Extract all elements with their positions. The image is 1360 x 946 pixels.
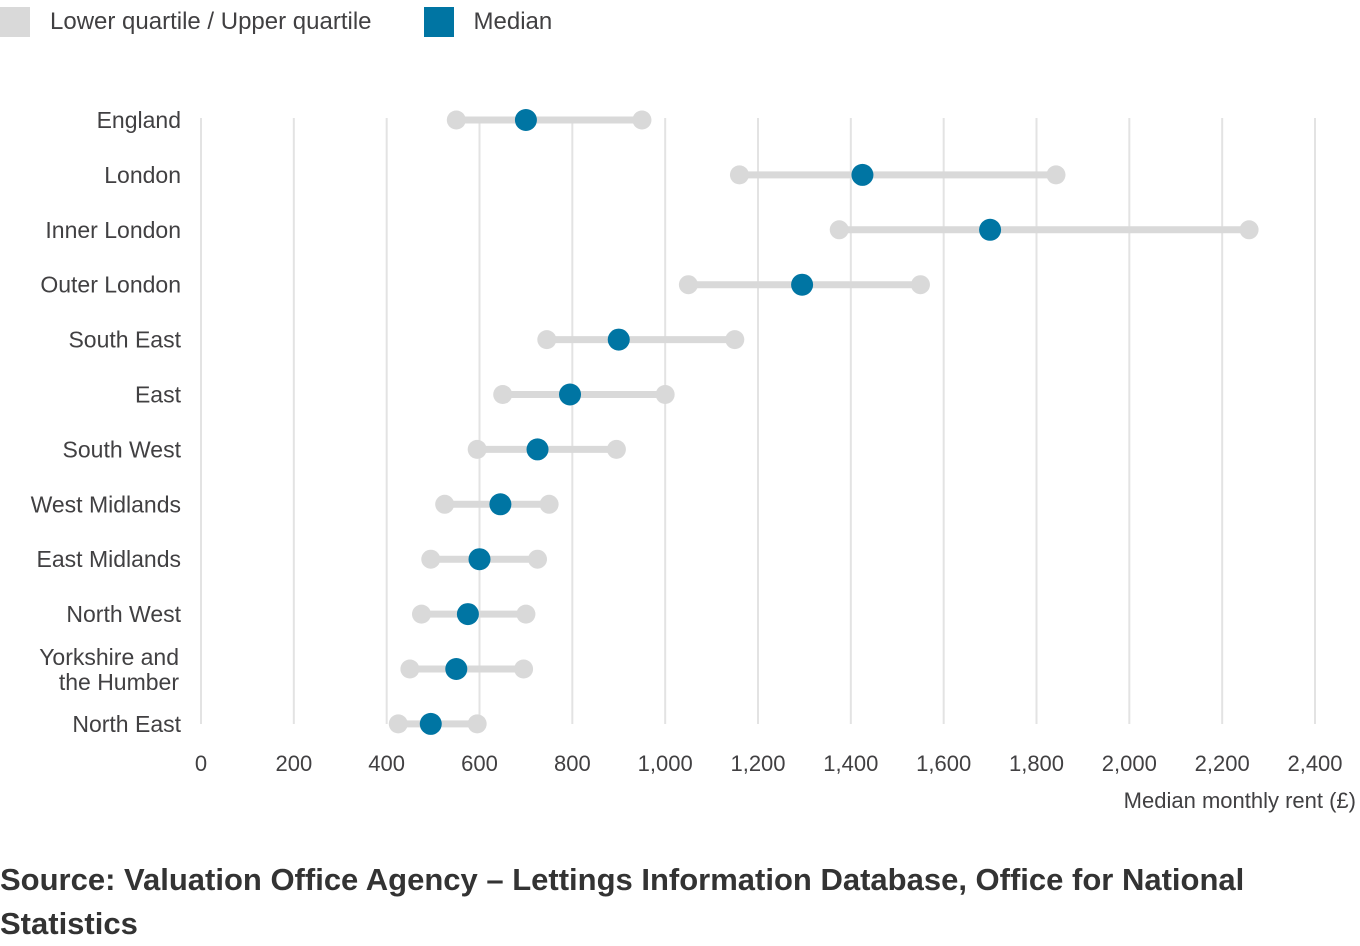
median-point (851, 163, 874, 186)
median-point (791, 273, 814, 296)
median-point (456, 603, 479, 626)
lower-quartile-point (446, 110, 466, 130)
category-label: West Midlands (31, 491, 181, 517)
category-label: South East (68, 327, 181, 353)
upper-quartile-point (528, 549, 548, 569)
median-point (526, 438, 549, 461)
x-tick-label: 800 (554, 751, 591, 776)
x-tick-label: 1,800 (1009, 751, 1064, 776)
upper-quartile-point (467, 714, 487, 734)
x-tick-label: 600 (461, 751, 498, 776)
lower-quartile-point (493, 385, 513, 404)
upper-quartile-point (514, 659, 534, 679)
quartile-swatch-icon (0, 7, 30, 37)
category-label-line: the Humber (59, 669, 180, 695)
upper-quartile-point (539, 494, 559, 514)
category-label: Outer London (40, 272, 181, 298)
lower-quartile-point (435, 494, 455, 514)
median-point (419, 712, 442, 735)
median-point (514, 109, 537, 131)
category-label: North East (72, 711, 181, 737)
x-tick-label: 2,400 (1287, 751, 1342, 776)
category-label: East Midlands (37, 546, 181, 572)
upper-quartile-point (1239, 220, 1259, 240)
upper-quartile-point (632, 110, 652, 130)
lower-quartile-point (421, 549, 441, 569)
x-axis-title: Median monthly rent (£) (1123, 788, 1356, 813)
median-point (468, 548, 491, 571)
lower-quartile-point (388, 714, 408, 734)
upper-quartile-point (1046, 165, 1066, 185)
lower-quartile-point (467, 439, 487, 459)
x-tick-label: 200 (275, 751, 312, 776)
category-label: England (97, 107, 181, 133)
x-tick-label: 1,400 (823, 751, 878, 776)
category-label-line: Yorkshire and (39, 644, 179, 670)
upper-quartile-point (606, 439, 626, 459)
legend-label-median: Median (473, 8, 553, 35)
upper-quartile-point (910, 275, 930, 295)
median-point (979, 218, 1002, 241)
lower-quartile-point (537, 330, 557, 350)
lower-quartile-point (400, 659, 420, 679)
legend-label-quartile: Lower quartile / Upper quartile (50, 8, 372, 35)
lower-quartile-point (678, 275, 698, 295)
x-tick-label: 2,000 (1102, 751, 1157, 776)
median-swatch-icon (423, 7, 454, 37)
upper-quartile-point (655, 385, 675, 404)
x-tick-label: 1,600 (916, 751, 971, 776)
upper-quartile-point (725, 330, 745, 350)
lower-quartile-point (729, 165, 749, 185)
legend-item-quartile: Lower quartile / Upper quartile (0, 7, 372, 37)
median-point (445, 658, 468, 680)
category-label: South West (63, 436, 182, 462)
category-label: East (135, 382, 182, 408)
category-label: North West (66, 601, 181, 627)
source-note: Source: Valuation Office Agency – Lettin… (0, 862, 1245, 941)
x-tick-label: 1,200 (730, 751, 785, 776)
lower-quartile-point (411, 604, 431, 624)
lower-quartile-point (829, 220, 849, 240)
dot-range-chart: 0 200 400 600 800 1,000 1,200 1,400 1,600 1,800 2,… (31, 107, 1343, 776)
median-point (489, 493, 512, 516)
legend-item-median: Median (423, 7, 553, 37)
x-tick-label: 2,200 (1195, 751, 1250, 776)
median-point (607, 328, 630, 351)
x-tick-label: 1,000 (638, 751, 693, 776)
x-tick-label: 400 (368, 751, 405, 776)
category-label: Inner London (45, 217, 181, 243)
category-label: Yorkshire and the Humber (39, 644, 179, 695)
legend: Lower quartile / Upper quartile Median (0, 2, 604, 42)
x-tick-label: 0 (195, 751, 207, 776)
upper-quartile-point (516, 604, 536, 624)
median-point (559, 383, 582, 406)
category-label: London (104, 162, 181, 188)
